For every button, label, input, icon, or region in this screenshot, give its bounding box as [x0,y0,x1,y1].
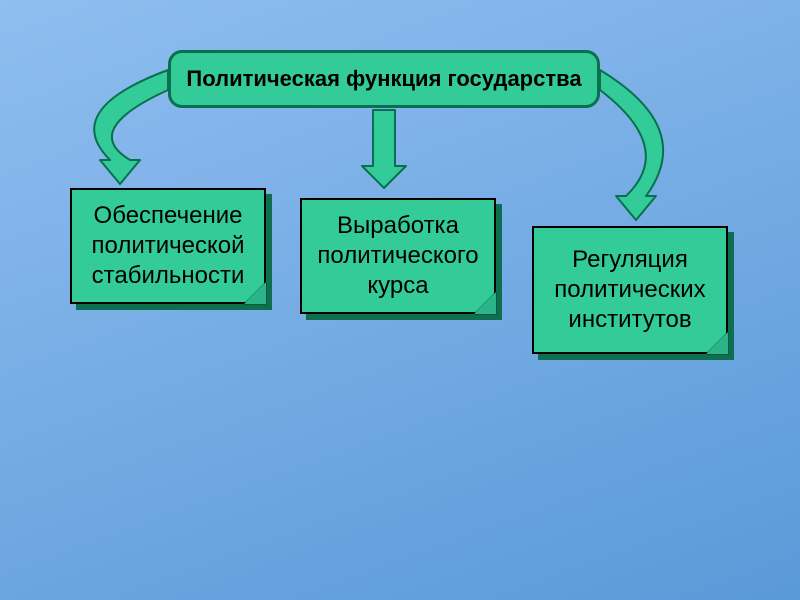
child-center-text: Выработка политического курса [310,211,486,301]
child-right-box: Регуляция политических институтов [532,226,728,354]
child-right-text: Регуляция политических институтов [542,245,718,335]
child-left-box: Обеспечение политической стабильности [70,188,266,304]
child-left-dogear [244,282,266,304]
child-center-box: Выработка политического курса [300,198,496,314]
title-box: Политическая функция государства [168,50,600,108]
child-center-dogear [474,292,496,314]
child-left-text: Обеспечение политической стабильности [80,201,256,291]
title-text: Политическая функция государства [186,65,581,93]
child-right-dogear [706,332,728,354]
